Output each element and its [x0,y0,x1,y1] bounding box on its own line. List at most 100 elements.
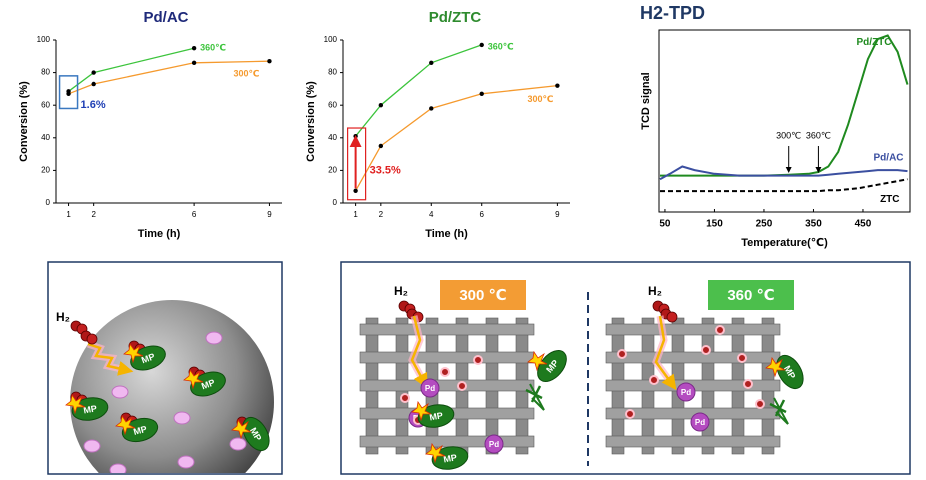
highlight-box [347,127,367,201]
data-point [91,70,96,75]
data-point [479,42,484,48]
h-atom [755,399,765,409]
blocked-cross [769,399,787,417]
mp-molecule [71,397,109,421]
blocked-arrow [773,397,789,425]
data-point [429,106,434,111]
lattice-bar [359,435,535,448]
gas-label: H₂ [648,284,662,298]
y-tick-label: 40 [41,133,50,142]
series-line [660,178,908,193]
series-label: Pd/AC [874,153,904,164]
pore [229,437,247,451]
data-point [191,45,197,51]
temperature-badge [708,280,794,310]
pd-label: Pd [681,388,691,397]
x-tick-label: 1 [353,210,358,219]
lattice-bar [605,323,781,336]
y-tick-label: 60 [328,100,337,109]
y-tick-label: 60 [41,100,50,109]
reaction-spark [411,400,432,422]
h-atom [649,375,659,385]
pore [109,463,127,473]
marker-label: 300℃ [776,130,801,140]
series-label: ZTC [880,194,899,205]
reaction-spark [183,368,204,390]
marker-label: 360℃ [806,130,831,140]
y-axis-label: Conversion (%) [305,81,317,162]
x-tick-label: 6 [479,210,484,219]
chart-title: H2-TPD [640,3,705,23]
data-point [479,91,484,96]
h-atom [701,345,711,355]
gas-label: H₂ [56,310,70,324]
y-tick-label: 0 [46,198,51,207]
chart-title: Pd/AC [144,9,189,26]
blocked-cross [525,385,543,403]
reaction-spark [765,356,786,378]
x-axis-label: Time (h) [138,228,181,240]
h-atom [473,355,483,365]
x-tick-label: 350 [805,219,822,230]
pd-label: Pd [425,384,435,393]
spillover-path [87,342,134,376]
x-tick-label: 50 [659,219,671,230]
h-atom [743,379,753,389]
pore [173,411,191,425]
y-tick-label: 80 [41,68,50,77]
lattice-bar [605,435,781,448]
mp-label: MP [83,403,98,415]
y-axis-label: Conversion (%) [18,81,30,162]
h-atom [440,367,450,377]
pore [111,385,129,399]
reaction-spark [527,350,548,372]
x-tick-label: 9 [267,210,272,219]
temperature-label: 360 ℃ [727,287,774,304]
y-axis-label: TCD signal [640,72,652,129]
data-point [353,133,358,139]
pd-label: Pd [695,418,705,427]
lattice-bar [605,351,781,364]
spillover-path [654,315,677,391]
series-label: 300℃ [527,94,553,104]
h-atom [457,381,467,391]
reaction-spark [115,414,136,436]
h-atom [625,409,635,419]
data-point [353,188,358,193]
data-point [267,58,272,64]
x-tick-label: 4 [429,210,434,219]
y-tick-label: 100 [37,35,51,44]
chart-title: Pd/ZTC [429,9,482,26]
mp-molecule [242,416,270,452]
mp-molecule [431,446,469,470]
mp-molecule [190,371,226,397]
pore [205,331,223,345]
lattice-bar [359,379,535,392]
series-line [660,34,909,177]
pd-particle [690,412,710,432]
data-point [378,143,384,149]
y-tick-label: 40 [328,133,337,142]
x-axis-label: Temperature(℃) [741,237,828,249]
mp-molecule [537,350,567,382]
series-label: 300℃ [234,69,260,79]
x-tick-label: 2 [379,210,384,219]
mp-label: MP [200,377,216,391]
mp-molecule [776,354,804,390]
temperature-badge [440,280,526,310]
temperature-label: 300 ℃ [459,287,506,304]
data-point [66,91,71,96]
pd-particle [676,382,696,402]
x-tick-label: 250 [756,219,773,230]
data-point [429,60,434,66]
mp-molecule [121,417,159,443]
series-line [68,60,270,95]
h-atom [737,353,747,363]
mp-molecule [130,345,166,371]
series-label: Pd/ZTC [857,37,892,48]
data-point [555,83,560,88]
reaction-spark [425,442,446,464]
data-point [91,81,96,87]
annotation: 33.5% [370,164,401,176]
